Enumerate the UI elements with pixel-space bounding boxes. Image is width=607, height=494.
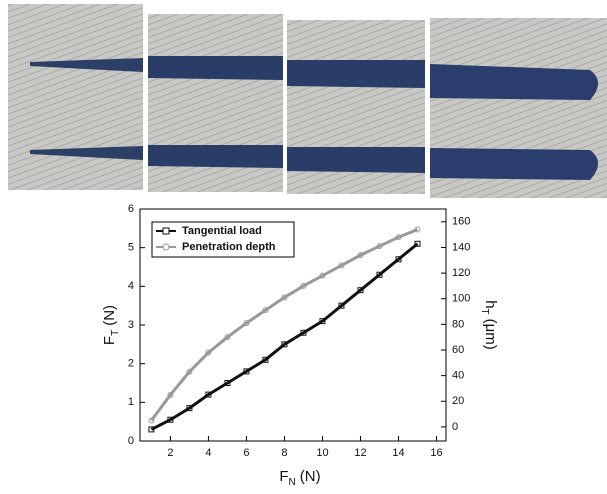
series-line (150, 242, 419, 431)
point (205, 391, 212, 398)
series-line (150, 228, 419, 422)
point (224, 334, 231, 341)
point (186, 368, 193, 375)
y2-axis-label: hT (μm) (479, 300, 499, 350)
y-axis-label-part: F (101, 336, 118, 345)
point (300, 282, 307, 289)
y-axis-label-part: (N) (101, 305, 118, 326)
y-tick-label: 3 (128, 319, 134, 331)
x-tick-label: 4 (205, 447, 211, 459)
point (395, 234, 402, 241)
point (338, 302, 345, 309)
point (414, 226, 421, 233)
x-tick-label: 6 (243, 447, 249, 459)
x-axis-label-part: N (289, 477, 296, 488)
y2-tick-label: 0 (452, 421, 458, 433)
y2-tick-label: 40 (452, 370, 464, 382)
point (319, 272, 326, 279)
y-tick-label: 1 (128, 396, 134, 408)
point (148, 417, 155, 424)
y2-tick-label: 160 (452, 216, 470, 228)
point (262, 307, 269, 314)
x-axis-label: FN (N) (279, 468, 320, 488)
point (243, 368, 250, 375)
legend: Tangential load Penetration depth (151, 221, 295, 258)
point (414, 240, 421, 247)
point (167, 416, 174, 423)
point (224, 380, 231, 386)
y2-axis-label-part: h (482, 300, 499, 308)
point (167, 391, 174, 398)
y2-tick-label: 20 (452, 395, 464, 407)
y-tick-label: 0 (128, 435, 134, 447)
point (300, 329, 307, 336)
x-tick-label: 12 (354, 447, 366, 459)
legend-marker (162, 227, 170, 235)
y2-axis-label-part: (μm) (482, 319, 499, 350)
point (281, 294, 288, 301)
micrographs (8, 4, 607, 198)
x-tick-label: 16 (430, 447, 442, 459)
y2-tick-label: 60 (452, 344, 464, 356)
y-tick-label: 2 (128, 358, 134, 370)
point (395, 256, 402, 263)
point (357, 287, 364, 294)
point (281, 341, 288, 348)
y-tick-label: 5 (128, 242, 134, 254)
legend-box (151, 221, 295, 258)
point (319, 318, 326, 325)
x-axis-label-part: (N) (300, 468, 321, 485)
x-tick-label: 2 (167, 447, 173, 459)
legend-label: Tangential load (182, 225, 262, 237)
x-axis-label-part: F (279, 468, 288, 485)
x-tick-label: 8 (281, 447, 287, 459)
point (357, 252, 364, 259)
point (186, 405, 193, 412)
y2-tick-label: 80 (452, 318, 464, 330)
x-tick-label: 14 (392, 447, 404, 459)
point (148, 426, 155, 433)
y2-tick-label: 120 (452, 267, 470, 279)
y2-tick-label: 100 (452, 293, 470, 305)
y-tick-label: 6 (128, 203, 134, 215)
y-axis-label: FT (N) (101, 305, 121, 345)
point (376, 271, 383, 278)
y-axis-label-part: T (110, 330, 121, 336)
legend-marker (162, 243, 170, 251)
legend-label: Penetration depth (182, 241, 276, 253)
point (376, 243, 383, 250)
x-tick-label: 10 (316, 447, 328, 459)
point (205, 349, 212, 356)
point (243, 320, 250, 327)
y2-axis-label-part: T (479, 309, 490, 315)
y-tick-label: 4 (128, 280, 134, 292)
point (338, 262, 345, 269)
y2-tick-label: 140 (452, 241, 470, 253)
point (262, 356, 269, 363)
